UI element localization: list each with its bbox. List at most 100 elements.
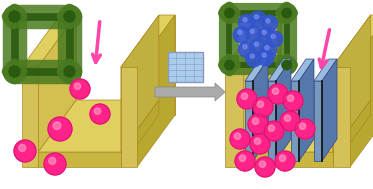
Circle shape <box>282 54 291 63</box>
Circle shape <box>266 19 270 23</box>
Polygon shape <box>268 59 291 81</box>
Circle shape <box>282 2 291 11</box>
Circle shape <box>259 161 266 167</box>
Circle shape <box>74 83 81 89</box>
Polygon shape <box>276 59 291 161</box>
Circle shape <box>246 26 262 42</box>
Polygon shape <box>370 15 373 115</box>
Circle shape <box>265 46 269 50</box>
Circle shape <box>262 53 266 57</box>
Polygon shape <box>314 81 322 161</box>
Circle shape <box>90 104 110 124</box>
Circle shape <box>57 67 67 76</box>
Circle shape <box>262 30 266 34</box>
Circle shape <box>230 129 250 149</box>
Circle shape <box>64 66 75 77</box>
Circle shape <box>282 67 291 76</box>
Circle shape <box>44 153 66 175</box>
Circle shape <box>65 19 75 29</box>
Circle shape <box>238 41 255 57</box>
Circle shape <box>288 9 297 17</box>
Polygon shape <box>22 67 38 167</box>
Circle shape <box>264 121 284 141</box>
Circle shape <box>70 79 90 99</box>
Circle shape <box>239 155 246 161</box>
Circle shape <box>17 67 26 76</box>
Polygon shape <box>38 100 159 152</box>
Polygon shape <box>121 100 159 167</box>
Circle shape <box>243 18 247 22</box>
Polygon shape <box>291 81 299 161</box>
Polygon shape <box>155 83 225 101</box>
Circle shape <box>53 122 61 129</box>
Polygon shape <box>332 67 350 167</box>
Circle shape <box>2 67 12 76</box>
Polygon shape <box>299 59 314 161</box>
Polygon shape <box>253 59 268 161</box>
Circle shape <box>258 27 274 43</box>
Circle shape <box>299 123 306 129</box>
Circle shape <box>283 91 303 111</box>
Circle shape <box>219 61 228 69</box>
Circle shape <box>10 74 19 84</box>
Polygon shape <box>245 81 253 161</box>
Circle shape <box>258 50 274 66</box>
Polygon shape <box>350 15 373 167</box>
Circle shape <box>57 12 67 21</box>
Circle shape <box>10 59 19 69</box>
Circle shape <box>250 54 254 58</box>
Circle shape <box>257 101 264 107</box>
Circle shape <box>10 19 19 29</box>
Circle shape <box>254 15 258 19</box>
Polygon shape <box>242 15 280 152</box>
Circle shape <box>254 42 258 46</box>
Circle shape <box>288 61 297 69</box>
Circle shape <box>260 42 276 59</box>
Circle shape <box>231 9 240 17</box>
Polygon shape <box>137 15 175 167</box>
Circle shape <box>65 74 75 84</box>
Circle shape <box>282 15 291 24</box>
Circle shape <box>268 84 288 104</box>
Circle shape <box>225 2 234 11</box>
Polygon shape <box>245 59 268 81</box>
Polygon shape <box>121 67 137 167</box>
Polygon shape <box>332 15 373 67</box>
Circle shape <box>225 60 234 70</box>
Circle shape <box>250 29 254 33</box>
Circle shape <box>225 54 234 63</box>
Circle shape <box>279 155 286 161</box>
Circle shape <box>234 133 241 139</box>
Circle shape <box>17 12 26 21</box>
Circle shape <box>246 51 262 67</box>
Circle shape <box>237 89 257 109</box>
Circle shape <box>280 111 300 131</box>
Polygon shape <box>225 67 242 167</box>
Circle shape <box>275 151 295 171</box>
Circle shape <box>9 66 20 77</box>
Polygon shape <box>38 15 76 152</box>
Circle shape <box>72 67 82 76</box>
Circle shape <box>271 34 275 39</box>
Circle shape <box>276 61 285 69</box>
Circle shape <box>9 11 20 22</box>
Circle shape <box>49 157 56 164</box>
Polygon shape <box>263 15 280 115</box>
Polygon shape <box>60 15 76 115</box>
Polygon shape <box>268 81 276 161</box>
Polygon shape <box>332 100 370 167</box>
Polygon shape <box>280 100 370 115</box>
Circle shape <box>72 12 82 21</box>
Circle shape <box>10 4 19 14</box>
Polygon shape <box>225 15 280 67</box>
Circle shape <box>254 138 261 144</box>
Circle shape <box>276 9 285 17</box>
Circle shape <box>238 30 242 34</box>
Polygon shape <box>314 59 337 81</box>
Circle shape <box>284 115 291 121</box>
Circle shape <box>94 108 101 114</box>
Polygon shape <box>322 59 337 161</box>
Circle shape <box>241 93 248 99</box>
Circle shape <box>282 60 291 70</box>
Circle shape <box>248 114 268 134</box>
